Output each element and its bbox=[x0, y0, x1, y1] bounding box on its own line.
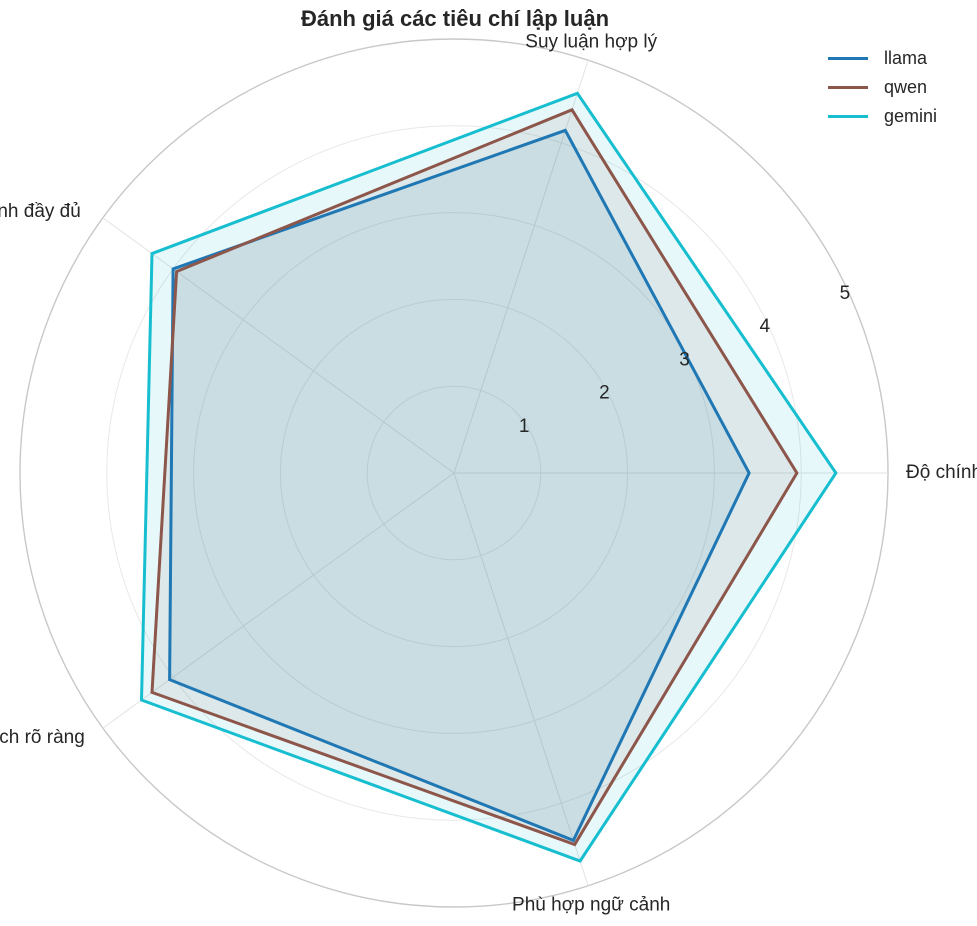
series-line-gemini bbox=[139, 91, 838, 863]
axis-label: Giải thích rõ ràng bbox=[0, 727, 85, 748]
axis-label: Phù hợp ngữ cảnh bbox=[512, 894, 670, 915]
series-area-llama bbox=[169, 130, 750, 841]
legend-item-qwen: qwen bbox=[827, 73, 937, 102]
radar-grid bbox=[19, 38, 889, 908]
series-area-gemini bbox=[141, 93, 836, 862]
radial-tick-label: 2 bbox=[599, 383, 610, 404]
legend-label-qwen: qwen bbox=[883, 77, 927, 97]
radar-series bbox=[139, 91, 838, 863]
legend-label-gemini: gemini bbox=[883, 106, 937, 126]
legend-item-llama: llama bbox=[827, 44, 937, 73]
series-line-qwen bbox=[150, 107, 799, 847]
axis-label: Độ chính xác bbox=[906, 462, 977, 483]
series-area-qwen bbox=[152, 109, 797, 845]
axis-label: Tính đầy đủ bbox=[0, 201, 81, 222]
radar-labels: 1 2 3 4 5 Độ chính xác Suy luận hợp lý Tính đầy… bbox=[0, 32, 977, 916]
legend-item-gemini: gemini bbox=[827, 102, 937, 131]
axis-label: Suy luận hợp lý bbox=[525, 32, 657, 53]
legend-label-llama: llama bbox=[883, 48, 927, 68]
series-line-llama bbox=[168, 128, 751, 843]
chart-title: Đánh giá các tiêu chí lập luận bbox=[300, 6, 610, 31]
spoke-3 bbox=[102, 472, 455, 729]
radial-tick-label: 5 bbox=[840, 283, 851, 304]
radial-tick-label: 1 bbox=[519, 416, 530, 437]
legend: llama qwen gemini bbox=[827, 44, 937, 131]
legend-swatch-llama bbox=[827, 57, 868, 60]
radial-tick-label: 4 bbox=[759, 316, 770, 337]
spoke-2 bbox=[102, 217, 455, 474]
radial-tick-label: 3 bbox=[679, 349, 690, 370]
legend-swatch-gemini bbox=[827, 115, 868, 118]
spoke-4 bbox=[453, 472, 589, 886]
legend-swatch-qwen bbox=[827, 86, 868, 89]
